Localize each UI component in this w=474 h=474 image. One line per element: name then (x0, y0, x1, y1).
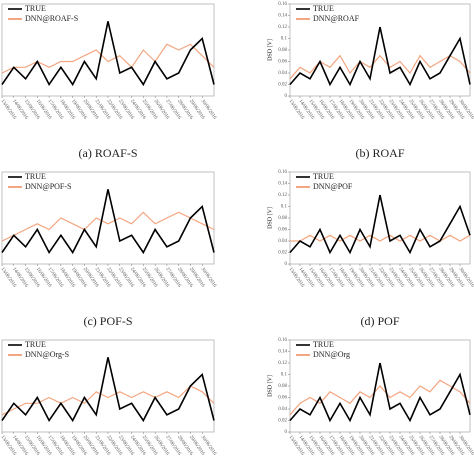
legend-label: TRUE (313, 172, 334, 181)
y-tick-label: 0.06 (278, 228, 287, 233)
legend-label: DNN@POF-S (25, 182, 72, 191)
y-tick-label: 0.1 (281, 37, 288, 42)
caption: (a) ROAF-S (79, 146, 138, 160)
y-tick-label: 0.12 (278, 25, 287, 30)
legend-label: DNN@Org-S (25, 350, 69, 359)
y-tick-label: 0 (285, 262, 288, 267)
y-tick-label: 0.14 (278, 14, 287, 19)
legend-label: TRUE (25, 172, 46, 181)
y-tick-label: 0.04 (278, 71, 287, 76)
series-line (1, 357, 215, 423)
y-tick-label: 0.1 (281, 205, 288, 210)
series-line (1, 43, 215, 74)
y-tick-label: 0.06 (278, 60, 287, 65)
y-tick-label: 0.08 (278, 384, 287, 389)
y-tick-label: 0.12 (278, 361, 287, 366)
y-tick-label: 0.04 (278, 239, 287, 244)
y-tick-label: 0.16 (278, 338, 287, 343)
y-tick-label: 0.08 (278, 216, 287, 221)
y-tick-label: 0.1 (281, 373, 288, 378)
y-tick-label: 0.02 (278, 83, 287, 88)
series-line (289, 379, 471, 416)
legend-label: TRUE (25, 340, 46, 349)
legend-label: TRUE (313, 340, 334, 349)
y-tick-label: 0 (285, 94, 288, 99)
y-axis-label: DSD [V] (267, 375, 273, 397)
caption: (d) POF (360, 314, 399, 328)
y-axis-label: DSD [V] (267, 207, 273, 229)
y-tick-label: 0.06 (278, 396, 287, 401)
y-tick-label: 0.14 (278, 350, 287, 355)
legend-label: DNN@POF (313, 182, 353, 191)
y-tick-label: 0.04 (278, 407, 287, 412)
series-line (289, 26, 471, 87)
series-line (289, 362, 471, 423)
legend-label: TRUE (25, 4, 46, 13)
series-line (1, 211, 215, 242)
legend-label: DNN@ROAF-S (25, 14, 78, 23)
y-tick-label: 0.12 (278, 193, 287, 198)
y-tick-label: 0.16 (278, 2, 287, 7)
series-line (1, 189, 215, 255)
y-axis-label: DSD [V] (267, 39, 273, 61)
series-line (1, 21, 215, 87)
legend-label: DNN@Org (313, 350, 350, 359)
y-tick-label: 0.08 (278, 48, 287, 53)
legend-label: TRUE (313, 4, 334, 13)
series-line (1, 385, 215, 416)
y-tick-label: 0.16 (278, 170, 287, 175)
series-line (289, 194, 471, 255)
y-tick-label: 0.14 (278, 182, 287, 187)
caption: (b) ROAF (355, 146, 404, 160)
y-tick-label: 0.02 (278, 251, 287, 256)
y-tick-label: 0 (285, 430, 288, 435)
caption: (c) POF-S (83, 314, 132, 328)
legend-label: DNN@ROAF (313, 14, 360, 23)
y-tick-label: 0.02 (278, 419, 287, 424)
